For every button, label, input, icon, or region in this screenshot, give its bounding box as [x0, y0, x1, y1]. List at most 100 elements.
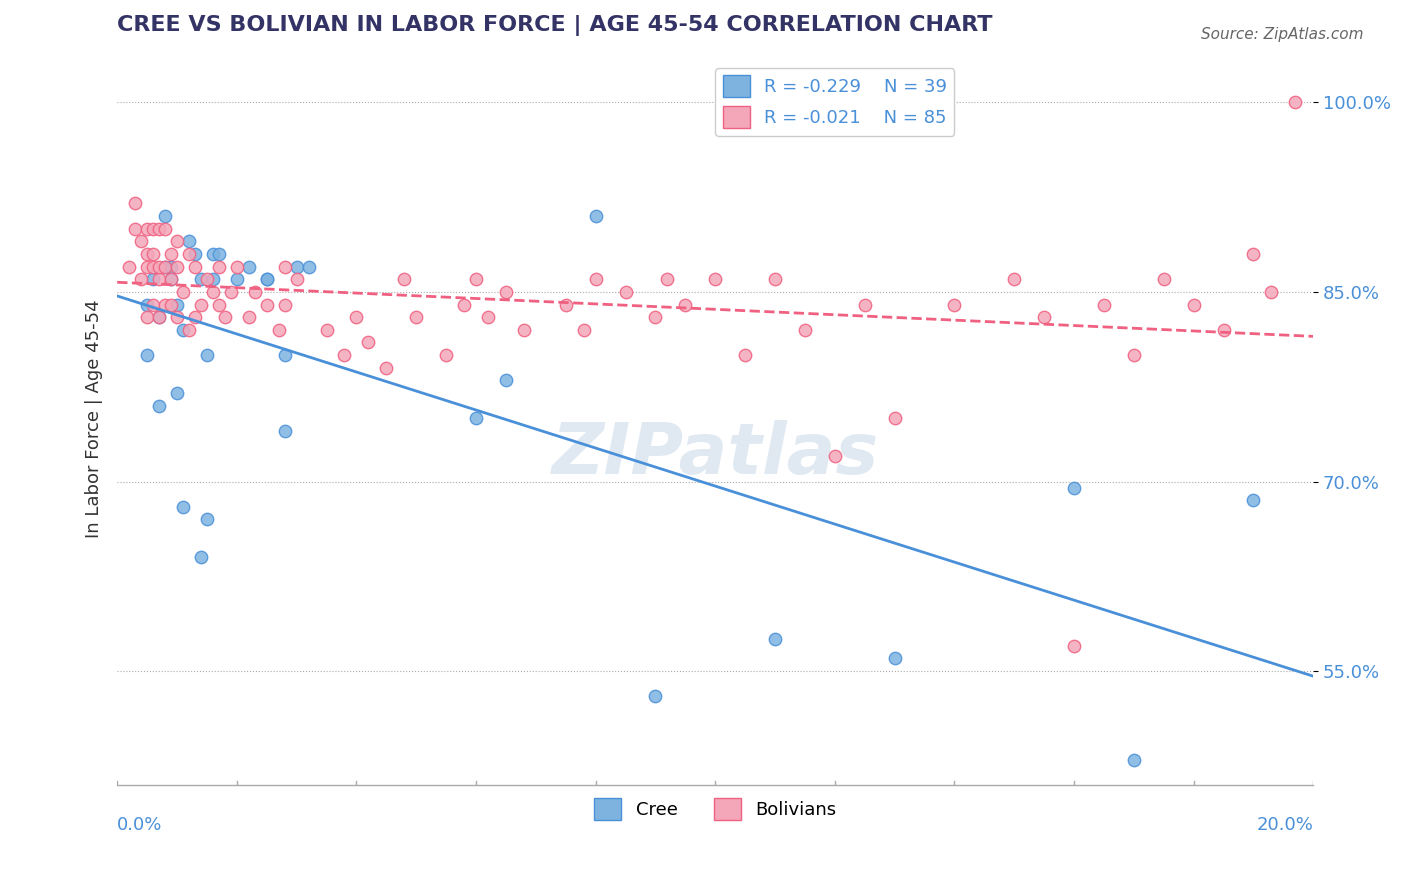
Point [148, 272, 170, 286]
Point [190, 550, 212, 565]
Point [434, 348, 457, 362]
Point [572, 323, 595, 337]
Point [177, 323, 200, 337]
Point [195, 272, 218, 286]
Point [129, 272, 152, 286]
Point [1122, 752, 1144, 766]
Point [172, 323, 194, 337]
Point [1063, 639, 1085, 653]
Point [453, 297, 475, 311]
Point [585, 272, 607, 286]
Point [124, 196, 146, 211]
Point [256, 272, 278, 286]
Point [195, 512, 218, 526]
Point [190, 297, 212, 311]
Point [214, 310, 236, 325]
Point [1002, 272, 1025, 286]
Point [465, 272, 488, 286]
Point [160, 260, 183, 274]
Point [153, 209, 176, 223]
Point [794, 323, 817, 337]
Point [273, 348, 295, 362]
Point [394, 272, 416, 286]
Point [148, 221, 170, 235]
Point [644, 690, 666, 704]
Point [405, 310, 427, 325]
Point [166, 260, 188, 274]
Point [225, 272, 247, 286]
Point [142, 272, 165, 286]
Point [148, 399, 170, 413]
Point [344, 310, 367, 325]
Y-axis label: In Labor Force | Age 45-54: In Labor Force | Age 45-54 [86, 299, 103, 538]
Point [148, 310, 170, 325]
Point [1092, 297, 1115, 311]
Point [1182, 297, 1205, 311]
Point [153, 221, 176, 235]
Point [153, 260, 176, 274]
Point [166, 310, 188, 325]
Point [1153, 272, 1175, 286]
Point [136, 297, 159, 311]
Point [142, 221, 165, 235]
Point [136, 310, 159, 325]
Text: ZIPatlas: ZIPatlas [551, 420, 879, 490]
Point [704, 272, 727, 286]
Point [614, 285, 637, 299]
Point [585, 209, 607, 223]
Point [177, 235, 200, 249]
Point [495, 373, 517, 387]
Point [148, 260, 170, 274]
Point [477, 310, 499, 325]
Point [734, 348, 756, 362]
Point [1243, 247, 1265, 261]
Point [118, 260, 141, 274]
Point [943, 297, 966, 311]
Point [853, 297, 876, 311]
Point [177, 247, 200, 261]
Point [142, 297, 165, 311]
Point [166, 235, 188, 249]
Point [136, 247, 159, 261]
Point [184, 260, 207, 274]
Point [883, 651, 905, 665]
Point [160, 297, 183, 311]
Point [136, 260, 159, 274]
Point [333, 348, 356, 362]
Point [1033, 310, 1056, 325]
Point [142, 260, 165, 274]
Point [256, 297, 278, 311]
Point [201, 272, 224, 286]
Point [208, 260, 231, 274]
Point [136, 348, 159, 362]
Point [153, 260, 176, 274]
Point [1122, 348, 1144, 362]
Point [172, 500, 194, 514]
Point [763, 632, 786, 647]
Point [124, 221, 146, 235]
Point [1063, 481, 1085, 495]
Point [238, 260, 260, 274]
Point [273, 260, 295, 274]
Point [208, 247, 231, 261]
Point [166, 386, 188, 401]
Point [136, 221, 159, 235]
Legend: Cree, Bolivians: Cree, Bolivians [586, 790, 844, 827]
Point [225, 260, 247, 274]
Point [644, 310, 666, 325]
Point [513, 323, 536, 337]
Point [160, 272, 183, 286]
Point [1284, 95, 1306, 110]
Point [285, 272, 308, 286]
Point [184, 310, 207, 325]
Point [160, 247, 183, 261]
Point [267, 323, 290, 337]
Point [201, 285, 224, 299]
Point [160, 272, 183, 286]
Point [184, 247, 207, 261]
Point [465, 411, 488, 425]
Point [243, 285, 266, 299]
Text: 20.0%: 20.0% [1257, 816, 1313, 834]
Point [763, 272, 786, 286]
Point [195, 348, 218, 362]
